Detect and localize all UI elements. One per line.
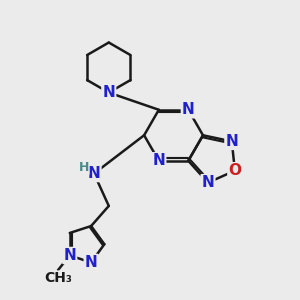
- Text: N: N: [63, 248, 76, 263]
- Text: N: N: [152, 153, 165, 168]
- Text: N: N: [102, 85, 115, 100]
- Text: N: N: [88, 166, 100, 181]
- Text: H: H: [79, 161, 89, 174]
- Text: N: N: [225, 134, 238, 149]
- Text: N: N: [85, 255, 98, 270]
- Text: O: O: [228, 163, 242, 178]
- Text: N: N: [182, 102, 195, 117]
- Text: N: N: [202, 175, 214, 190]
- Text: CH₃: CH₃: [44, 272, 72, 285]
